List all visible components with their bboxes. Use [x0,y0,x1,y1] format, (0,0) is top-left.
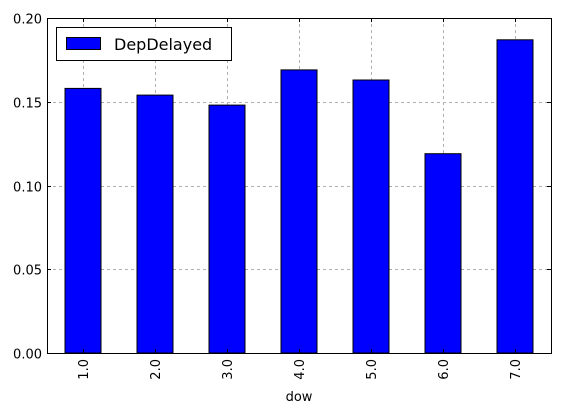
bar [496,39,534,354]
bar [424,153,462,354]
legend-swatch [66,37,101,50]
x-axis: 1.0 2.0 3.0 4.0 5.0 6.0 7.0 [77,18,524,380]
bar [208,104,246,354]
y-tick-label: 0.10 [13,181,42,196]
x-tick-label: 4.0 [293,359,308,380]
bar [64,87,102,354]
x-tick-label: 2.0 [149,359,164,380]
x-tick-label: 7.0 [509,359,524,380]
x-axis-label: dow [286,390,313,405]
y-tick-label: 0.15 [13,97,42,112]
x-tick-label: 1.0 [77,359,92,380]
x-tick-label: 3.0 [221,359,236,380]
y-tick-label: 0.00 [13,348,42,363]
y-tick-label: 0.05 [13,264,42,279]
legend-label: DepDelayed [114,35,212,54]
bars [64,39,534,354]
bar [352,79,390,354]
y-axis: 0.00 0.05 0.10 0.15 0.20 [13,13,551,363]
bar [280,69,318,354]
legend: DepDelayed [56,27,232,61]
x-tick-label: 6.0 [437,359,452,380]
y-tick-label: 0.20 [13,13,42,28]
x-tick-label: 5.0 [365,359,380,380]
bar [136,94,174,354]
